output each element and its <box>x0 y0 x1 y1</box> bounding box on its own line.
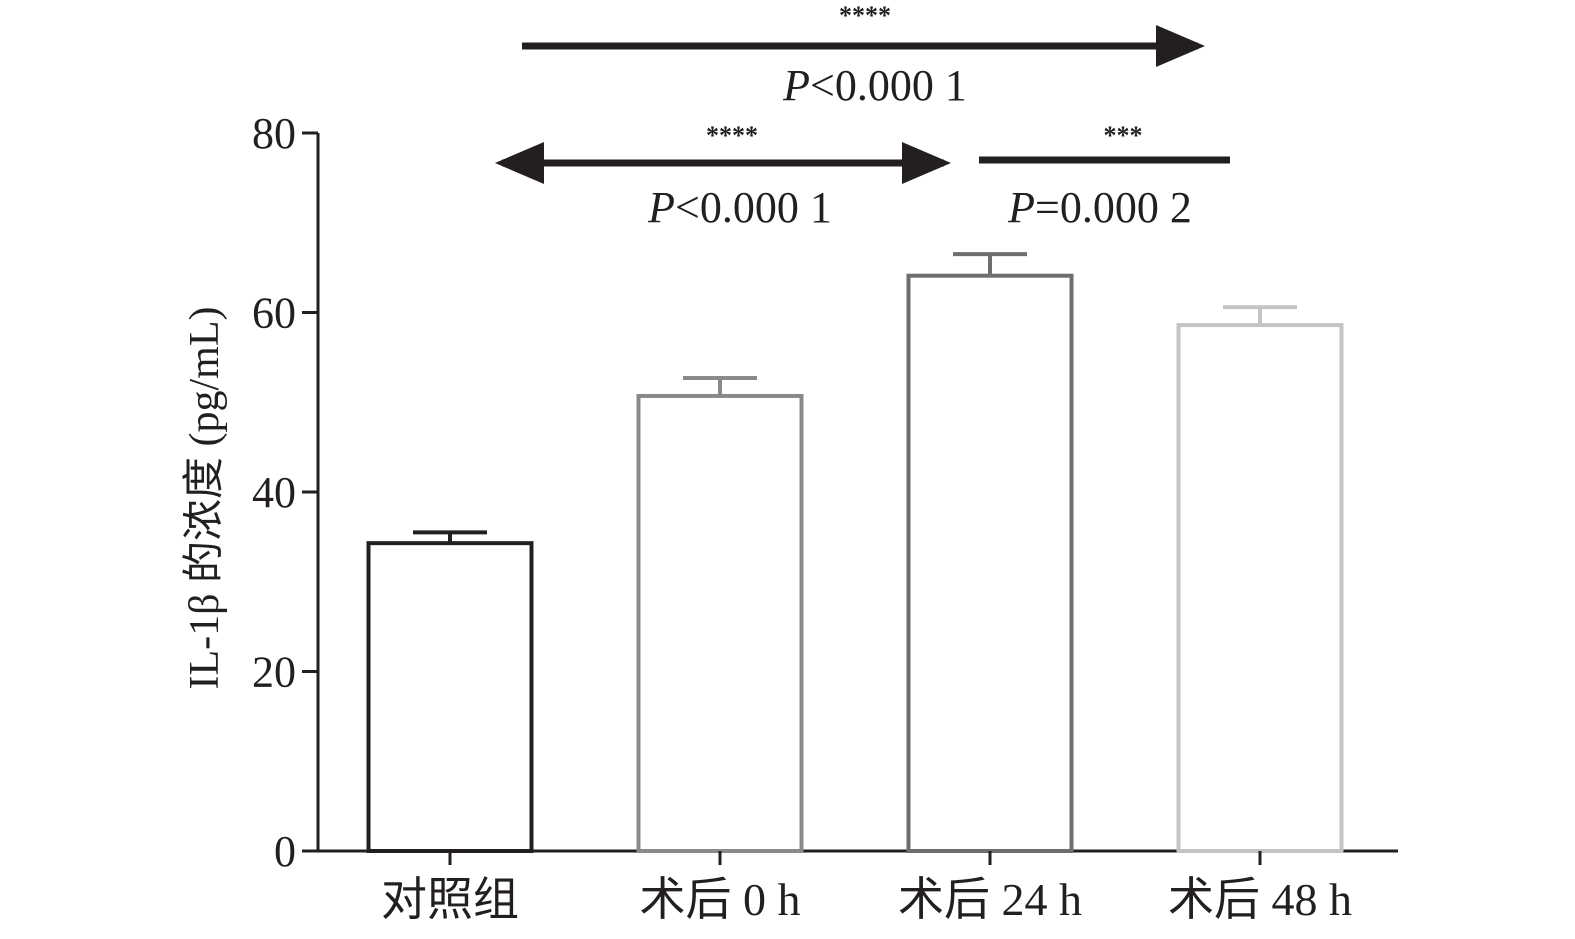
bar-3 <box>1176 323 1344 853</box>
annotation-left-stars: **** <box>706 121 758 150</box>
bar-1 <box>636 393 804 853</box>
x-tick-label-1: 术后 0 h <box>640 874 801 925</box>
y-ticks: 0 20 40 60 80 <box>252 109 318 876</box>
annotation-top-pvalue: P<0.000 1 <box>782 61 967 110</box>
x-tick-labels: 对照组 术后 0 h 术后 24 h 术后 48 h <box>381 874 1352 925</box>
error-bars <box>413 252 1297 544</box>
x-tick-label-2: 术后 24 h <box>898 874 1082 925</box>
annotation-top-p: P <box>782 61 810 110</box>
bar-2 <box>906 273 1074 853</box>
annotation-top-p-text: <0.000 1 <box>810 61 967 110</box>
x-tick-label-3: 术后 48 h <box>1168 874 1352 925</box>
y-tick-label-0: 0 <box>274 827 296 876</box>
annotation-right-stars: *** <box>1104 121 1143 150</box>
annotation-left: **** P<0.000 1 <box>495 121 951 232</box>
annotation-right-p-text: =0.000 2 <box>1035 183 1192 232</box>
bars <box>366 273 1344 853</box>
bar-0 <box>366 541 534 853</box>
y-tick-label-3: 60 <box>252 289 296 338</box>
annotation-right-pvalue: P=0.000 2 <box>1007 183 1192 232</box>
y-tick-label-2: 40 <box>252 468 296 517</box>
annotation-right: *** P=0.000 2 <box>979 121 1230 232</box>
annotation-right-p: P <box>1007 183 1035 232</box>
y-tick-label-1: 20 <box>252 648 296 697</box>
annotation-left-p-text: <0.000 1 <box>675 183 832 232</box>
annotation-left-pvalue: P<0.000 1 <box>647 183 832 232</box>
x-tick-label-0: 对照组 <box>381 874 519 925</box>
annotation-left-p: P <box>647 183 675 232</box>
y-axis-label: IL-1β 的浓度 (pg/mL) <box>182 307 228 690</box>
annotation-top: **** P<0.000 1 <box>522 1 1205 110</box>
annotation-top-stars: **** <box>839 1 891 30</box>
x-ticks <box>448 851 1262 865</box>
y-tick-label-4: 80 <box>252 109 296 158</box>
